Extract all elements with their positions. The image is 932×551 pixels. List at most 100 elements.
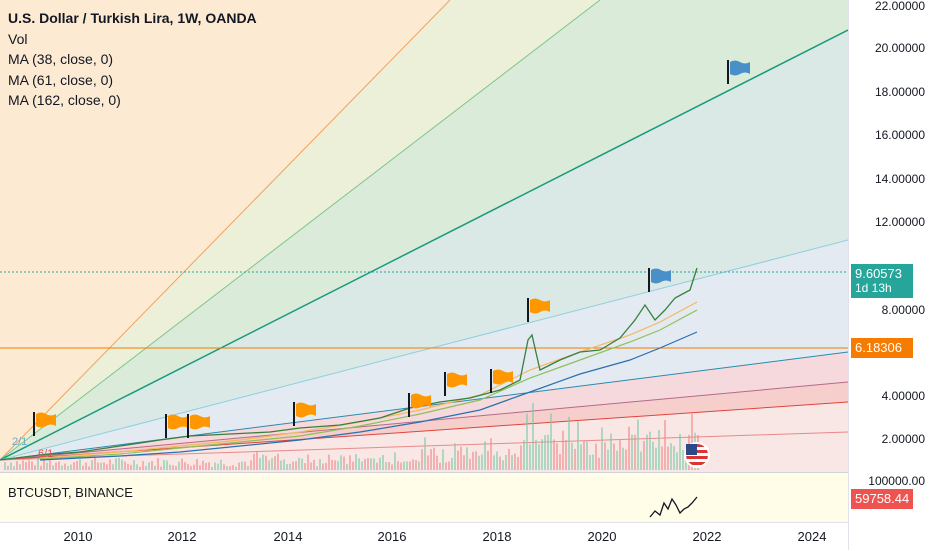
- bar-countdown: 1d 13h: [855, 281, 892, 295]
- volume-bar: [85, 462, 87, 470]
- legend-ma-162[interactable]: MA (162, close, 0): [8, 92, 121, 108]
- volume-bar: [586, 441, 588, 470]
- price-tick-2: 2.00000: [881, 432, 925, 446]
- us-flag-icon[interactable]: [684, 442, 710, 468]
- fan-line: [0, 0, 601, 461]
- volume-bar: [667, 446, 669, 470]
- volume-bar: [388, 462, 390, 470]
- volume-bar: [646, 434, 648, 470]
- volume-bar: [658, 429, 660, 470]
- volume-bar: [292, 461, 294, 470]
- main-chart-pane[interactable]: U.S. Dollar / Turkish Lira, 1W, OANDA Vo…: [0, 0, 848, 472]
- volume-bar: [52, 465, 54, 470]
- marker-price-tag[interactable]: 6.18306: [851, 338, 913, 358]
- volume-bar: [427, 455, 429, 470]
- volume-bar: [304, 463, 306, 470]
- volume-bar: [277, 453, 279, 470]
- volume-bar: [457, 450, 459, 470]
- volume-bar: [349, 455, 351, 470]
- volume-bar: [232, 465, 234, 470]
- volume-bar: [397, 461, 399, 470]
- volume-bar: [466, 447, 468, 470]
- year-2012: 2012: [167, 529, 197, 544]
- volume-bar: [355, 454, 357, 470]
- volume-bar: [190, 466, 192, 470]
- volume-bar: [649, 431, 651, 470]
- volume-bar: [346, 464, 348, 470]
- volume-bar: [181, 458, 183, 470]
- volume-bar: [679, 433, 681, 470]
- volume-bar: [286, 464, 288, 470]
- volume-bar: [163, 459, 165, 470]
- volume-bar: [241, 461, 243, 470]
- marker-price-value: 6.18306: [855, 340, 902, 355]
- current-price-tag[interactable]: 9.60573 1d 13h: [851, 264, 913, 298]
- volume-bar: [28, 460, 30, 470]
- ma-61-line: [39, 309, 698, 460]
- volume-bar: [601, 427, 603, 470]
- sub-pane-title[interactable]: BTCUSDT, BINANCE: [8, 485, 133, 500]
- time-axis[interactable]: 2010 2012 2014 2016 2018 2020 2022 2024: [0, 522, 848, 551]
- legend-ma-61[interactable]: MA (61, close, 0): [8, 71, 114, 88]
- volume-bar: [43, 457, 45, 470]
- volume-bar: [592, 454, 594, 470]
- volume-bar: [595, 443, 597, 470]
- volume-bar: [526, 413, 528, 470]
- volume-bar: [265, 455, 267, 470]
- volume-bar: [211, 466, 213, 470]
- volume-bar: [148, 462, 150, 470]
- volume-bar: [61, 465, 63, 470]
- fan-label-lower: 6/1: [38, 448, 54, 460]
- volume-bar: [151, 461, 153, 470]
- symbol-title[interactable]: U.S. Dollar / Turkish Lira, 1W, OANDA: [8, 10, 257, 26]
- btc-sub-pane[interactable]: BTCUSDT, BINANCE: [0, 472, 848, 523]
- volume-bar: [493, 455, 495, 470]
- volume-bar: [385, 462, 387, 470]
- volume-bar: [412, 459, 414, 470]
- price-tick-8: 8.00000: [881, 303, 925, 317]
- volume-bar: [94, 457, 96, 470]
- price-tick-14: 14.00000: [874, 172, 925, 186]
- volume-bar: [46, 462, 48, 470]
- volume-bar: [379, 457, 381, 470]
- volume-bar: [214, 462, 216, 470]
- volume-bar: [82, 465, 84, 470]
- sub-price-tag[interactable]: 59758.44: [851, 489, 913, 509]
- volume-bar: [25, 462, 27, 470]
- sub-price-tick: 100000.00: [868, 474, 925, 488]
- volume-bar: [73, 462, 75, 470]
- chart-canvas[interactable]: [0, 0, 848, 472]
- price-tick-20: 20.00000: [874, 41, 925, 55]
- chart-legend: U.S. Dollar / Turkish Lira, 1W, OANDA Vo…: [8, 8, 257, 111]
- volume-bar: [226, 466, 228, 470]
- volume-bar: [253, 453, 255, 470]
- volume-bar: [79, 459, 81, 470]
- volume-bar: [589, 454, 591, 470]
- volume-bar: [433, 447, 435, 470]
- volume-bar: [361, 461, 363, 470]
- volume-bar: [145, 466, 147, 470]
- volume-bar: [403, 461, 405, 470]
- volume-bar: [328, 454, 330, 470]
- volume-bar: [235, 466, 237, 470]
- volume-bar: [364, 458, 366, 470]
- volume-bar: [676, 452, 678, 470]
- volume-bar: [652, 441, 654, 470]
- legend-vol[interactable]: Vol: [8, 30, 28, 47]
- fan-sector-green: [0, 0, 848, 460]
- volume-bar: [655, 447, 657, 470]
- volume-bar: [382, 455, 384, 470]
- volume-bar: [166, 460, 168, 470]
- volume-bar: [259, 457, 261, 470]
- volume-bar: [64, 463, 66, 470]
- volume-bar: [130, 464, 132, 470]
- volume-bar: [133, 460, 135, 470]
- flag-icon: [527, 298, 550, 322]
- volume-bar: [376, 462, 378, 470]
- volume-bar: [637, 419, 639, 470]
- volume-bar: [217, 463, 219, 470]
- legend-ma-38[interactable]: MA (38, close, 0): [8, 51, 114, 67]
- volume-bar: [10, 462, 12, 470]
- volume-bar: [97, 462, 99, 470]
- volume-bar: [91, 460, 93, 470]
